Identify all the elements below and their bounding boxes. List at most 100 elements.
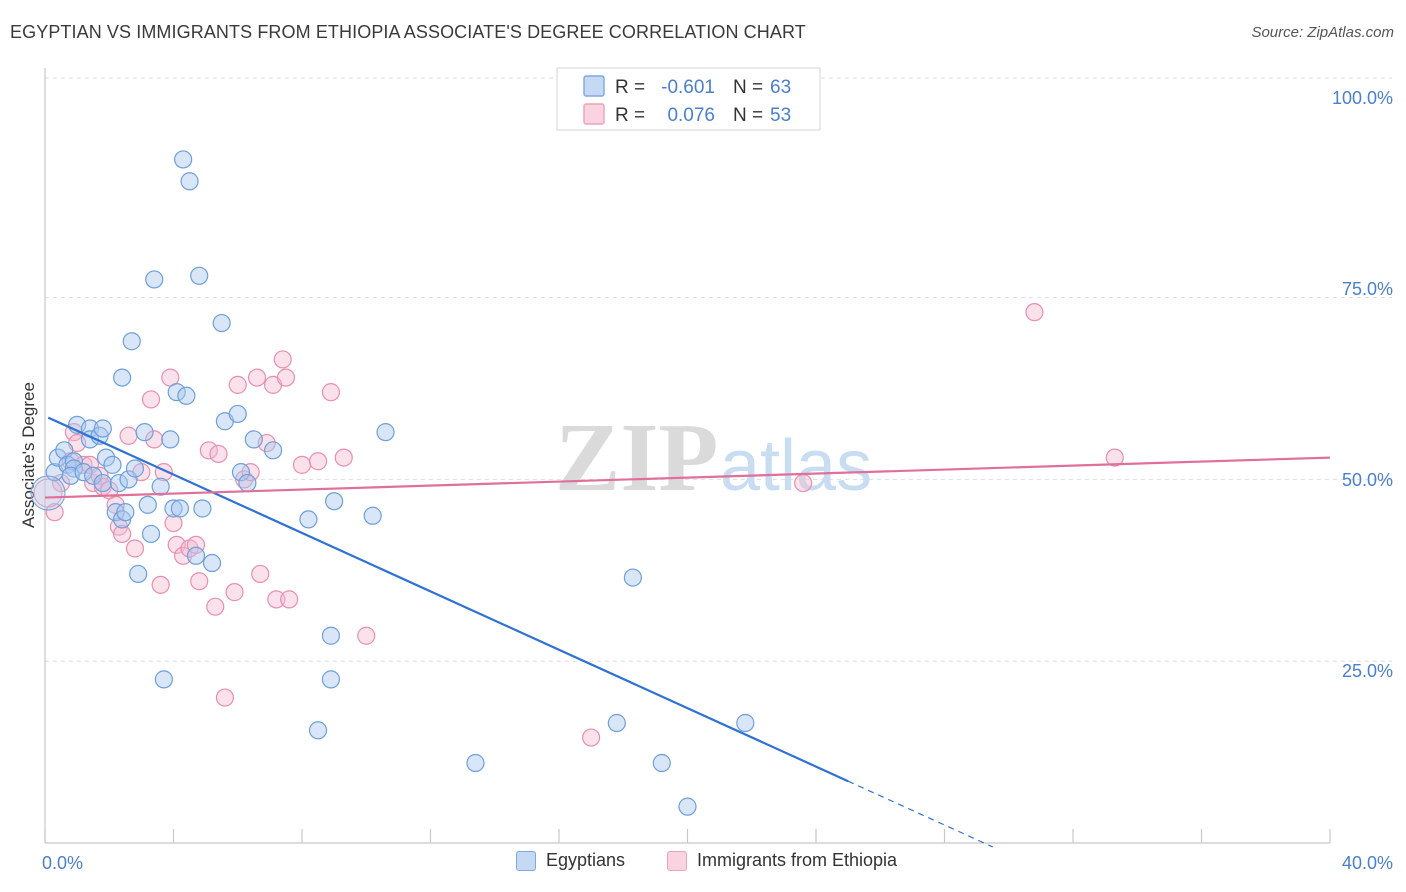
legend-swatch-ethiopia — [667, 850, 687, 871]
egyptian-point — [244, 430, 263, 449]
egyptian-point — [109, 473, 128, 493]
y-tick-label: 50.0% — [1342, 470, 1393, 490]
legend-item-egyptians[interactable]: Egyptians — [516, 850, 625, 871]
egyptian-point — [129, 564, 148, 584]
egyptian-points — [30, 150, 755, 816]
legend-r-label: R = — [615, 77, 645, 98]
ethiopia-point — [280, 590, 299, 609]
egyptian-point — [74, 463, 93, 482]
egyptian-point — [308, 721, 328, 740]
egyptian-point — [321, 670, 341, 689]
correlation-legend: R = -0.601 N = 63 R = 0.076 N = 53 — [556, 67, 821, 131]
watermark: ZIP atlas — [555, 404, 872, 512]
egyptian-point — [652, 753, 671, 773]
bottom-legend: Egyptians Immigrants from Ethiopia — [0, 850, 1406, 880]
egyptian-point — [138, 495, 157, 514]
egyptian-point — [228, 404, 247, 424]
egyptian-point — [736, 713, 755, 733]
legend-item-ethiopia[interactable]: Immigrants from Ethiopia — [667, 850, 897, 871]
watermark-zip: ZIP — [555, 404, 718, 512]
ethiopia-point — [209, 444, 228, 464]
gridlines — [45, 77, 1392, 662]
egyptian-point — [135, 423, 154, 442]
egyptian-point — [238, 473, 257, 493]
egyptian-point — [122, 332, 141, 351]
egyptian-point — [151, 477, 170, 496]
legend-n-value: 53 — [770, 105, 791, 126]
source-label: Source: ZipAtlas.com — [1251, 24, 1394, 41]
egyptian-point — [103, 455, 122, 474]
x-tick-label: 40.0% — [1342, 853, 1393, 873]
legend-n-label: N = — [733, 77, 763, 98]
egyptian-point — [112, 368, 132, 387]
y-tick-label: 75.0% — [1342, 279, 1393, 299]
egyptian-point — [116, 503, 135, 522]
legend-label-ethiopia: Immigrants from Ethiopia — [697, 850, 898, 870]
ethiopia-point — [273, 350, 292, 369]
egyptian-point — [193, 499, 212, 518]
x-tick-label: 0.0% — [42, 853, 83, 873]
ethiopia-point — [228, 375, 247, 394]
legend-swatch-egyptians — [516, 850, 536, 871]
ethiopia-point — [186, 535, 206, 554]
egyptian-point — [177, 386, 196, 405]
ethiopia-point — [251, 564, 270, 584]
ethiopia-point — [267, 590, 286, 609]
egyptian-point — [231, 463, 251, 482]
ethiopia-point — [247, 368, 267, 387]
ethiopia-point — [145, 430, 164, 449]
ethiopia-point — [321, 383, 341, 402]
egyptian-point — [119, 470, 138, 489]
legend-swatch — [583, 75, 605, 97]
ethiopia-point — [45, 503, 64, 522]
ethiopia-point — [206, 597, 225, 616]
watermark-atlas: atlas — [720, 426, 872, 506]
ethiopia-point — [276, 368, 296, 387]
legend-n-label: N = — [733, 105, 763, 126]
y-tick-label: 100.0% — [1332, 88, 1393, 108]
legend-r-value: 0.076 — [667, 105, 715, 126]
ethiopia-point — [334, 448, 353, 467]
ethiopia-point — [225, 583, 244, 602]
ethiopia-trend-line — [44, 456, 1331, 499]
y-tick-labels: 100.0% 75.0% 50.0% 25.0% — [1332, 88, 1393, 681]
egyptian-point — [325, 492, 344, 511]
egyptian-point — [93, 419, 112, 438]
legend-n-value: 63 — [770, 77, 791, 98]
ethiopia-point — [199, 441, 218, 460]
ethiopia-point — [125, 539, 145, 558]
egyptians-trend-line — [47, 416, 849, 783]
ethiopia-point-large — [33, 478, 63, 508]
egyptian-point — [263, 441, 283, 460]
ethiopia-point — [794, 473, 813, 493]
egyptian-point — [170, 499, 190, 518]
ethiopia-point — [308, 452, 328, 471]
egyptian-point — [93, 473, 112, 493]
legend-label-egyptians: Egyptians — [546, 850, 626, 870]
ethiopia-point — [151, 575, 170, 594]
egyptian-point — [607, 713, 626, 733]
egyptian-point — [161, 430, 180, 449]
y-tick-label: 25.0% — [1342, 661, 1393, 681]
egyptian-point — [623, 568, 642, 587]
y-axis-label: Associate's Degree — [19, 382, 38, 528]
egyptian-point — [125, 459, 145, 478]
egyptian-point — [299, 510, 318, 529]
egyptian-point — [167, 383, 186, 402]
egyptian-point — [466, 753, 485, 773]
egyptians-trend-extension — [847, 780, 993, 848]
egyptian-point — [321, 626, 341, 645]
trend-lines — [44, 416, 1331, 848]
ethiopia-point — [112, 524, 132, 544]
ethiopia-point — [292, 455, 312, 474]
x-tick-labels: 0.0% 40.0% — [42, 853, 1393, 873]
egyptian-point — [190, 266, 209, 285]
ethiopia-point — [174, 546, 193, 565]
ethiopia-point — [215, 688, 234, 707]
ethiopia-point — [241, 463, 260, 482]
ethiopia-points — [33, 303, 1124, 747]
egyptian-point — [84, 466, 103, 485]
axes — [44, 68, 1331, 844]
ethiopia-point — [357, 626, 376, 645]
